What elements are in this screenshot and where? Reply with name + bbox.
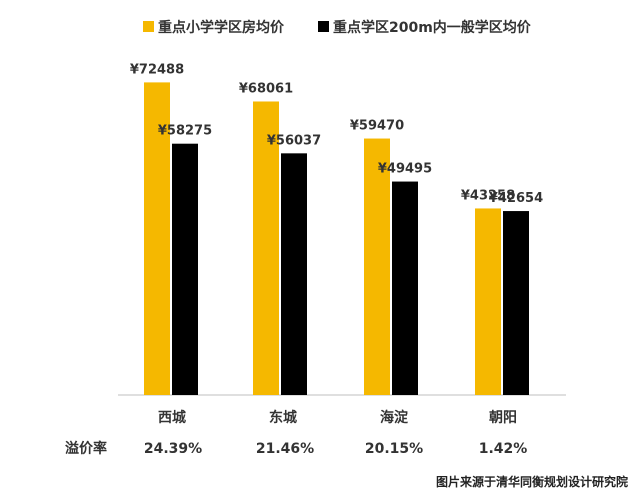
value-label-series-1-3: ¥42654 xyxy=(489,191,543,206)
premium-rate-value-1: 21.46% xyxy=(256,441,314,457)
premium-rate-value-3: 1.42% xyxy=(479,441,528,457)
value-label-series-0-3: ¥43258 xyxy=(461,188,515,203)
legend-swatch-series-0 xyxy=(143,21,154,32)
bar-series-1-3 xyxy=(503,211,529,395)
premium-rate-row: 溢价率 24.39% 21.46% 20.15% 1.42% xyxy=(65,440,527,457)
premium-rate-value-0: 24.39% xyxy=(144,441,202,457)
legend: 重点小学学区房均价 重点学区200m内一般学区均价 xyxy=(143,19,532,36)
value-label-series-0-1: ¥68061 xyxy=(239,81,293,96)
bar-series-1-1 xyxy=(281,153,307,395)
value-label-series-1-1: ¥56037 xyxy=(267,133,321,148)
value-label-series-1-0: ¥58275 xyxy=(158,124,212,139)
category-label-2: 海淀 xyxy=(380,409,409,426)
category-label-0: 西城 xyxy=(158,409,186,426)
premium-rate-value-2: 20.15% xyxy=(365,441,423,457)
premium-rate-label: 溢价率 xyxy=(65,440,107,457)
value-label-series-0-0: ¥72488 xyxy=(130,62,184,77)
legend-swatch-series-1 xyxy=(318,21,329,32)
category-label-3: 朝阳 xyxy=(489,409,517,426)
bar-series-0-3 xyxy=(475,208,501,395)
category-labels: 西城 东城 海淀 朝阳 xyxy=(158,409,517,426)
category-label-1: 东城 xyxy=(269,409,297,426)
source-caption: 图片来源于清华同衡规划设计研究院 xyxy=(436,474,628,489)
value-label-series-0-2: ¥59470 xyxy=(350,119,404,134)
bar-series-0-1 xyxy=(253,101,279,395)
bar-series-1-2 xyxy=(392,181,418,395)
value-labels: ¥72488 ¥68061 ¥59470 ¥43258 ¥58275 ¥56037 ¥494… xyxy=(130,62,543,206)
legend-label-series-1: 重点学区200m内一般学区均价 xyxy=(333,19,532,36)
bar-series-0-2 xyxy=(364,138,390,395)
bar-series-0-0 xyxy=(144,82,170,395)
bars xyxy=(144,82,529,395)
bar-series-1-0 xyxy=(172,143,198,395)
legend-label-series-0: 重点小学学区房均价 xyxy=(158,19,285,36)
value-label-series-1-2: ¥49495 xyxy=(378,162,432,177)
